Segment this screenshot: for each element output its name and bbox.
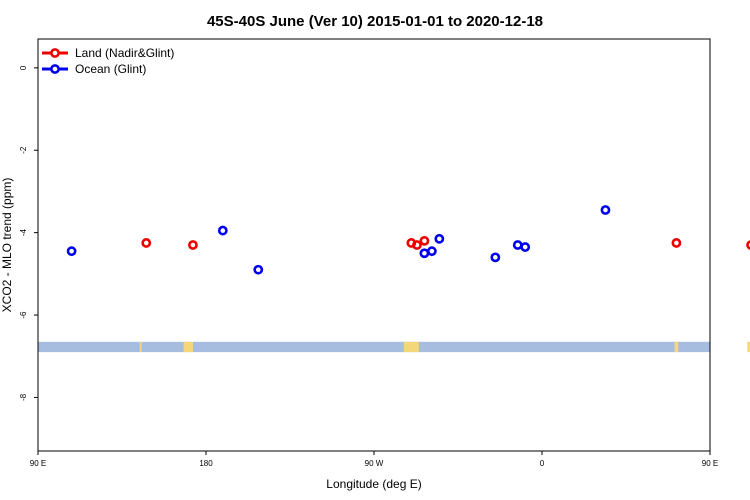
ocean-point: [66, 246, 77, 257]
ocean-point: [253, 264, 264, 275]
chart-title: 45S-40S June (Ver 10) 2015-01-01 to 2020…: [207, 13, 543, 30]
map-ocean-band: [38, 341, 710, 353]
map-land-patch: [403, 341, 419, 353]
legend-ocean-marker: [50, 64, 60, 74]
ocean-point: [490, 252, 501, 263]
y-tick-label: -4: [19, 229, 28, 237]
ocean-point: [600, 205, 611, 215]
y-tick-label: -2: [19, 146, 28, 154]
x-tick-label: 0: [540, 459, 545, 468]
data-points: [66, 205, 750, 275]
plot-frame: [37, 38, 711, 452]
ocean-point: [217, 225, 228, 236]
ocean-point: [520, 242, 531, 252]
map-strip: [38, 341, 750, 353]
y-tick-label: -8: [19, 393, 28, 401]
legend-land-marker: [50, 48, 60, 58]
map-land-patch: [183, 341, 193, 353]
land-point: [188, 240, 198, 250]
legend-land-label: Land (Nadir&Glint): [75, 46, 174, 60]
ocean-point: [434, 233, 445, 244]
ocean-point: [512, 240, 523, 250]
y-tick-label: -6: [19, 311, 28, 319]
y-axis: 0 -2 -4 -6 -8: [19, 65, 38, 401]
land-point: [412, 240, 422, 250]
land-point: [671, 238, 682, 248]
y-axis-label: XCO2 - MLO trend (ppm): [0, 178, 14, 313]
land-point: [419, 235, 430, 246]
x-tick-label: 90 E: [702, 459, 718, 468]
x-tick-label: 180: [199, 459, 213, 468]
legend-ocean-label: Ocean (Glint): [75, 62, 146, 76]
x-tick-label: 90 E: [30, 459, 46, 468]
y-tick-label: 0: [19, 65, 28, 70]
ocean-point: [419, 248, 430, 259]
x-tick-label: 90 W: [365, 459, 384, 468]
legend: Land (Nadir&Glint) Ocean (Glint): [42, 46, 174, 76]
map-land-patch: [139, 341, 142, 353]
ocean-point: [426, 246, 437, 257]
land-point: [746, 240, 750, 250]
x-axis: 90 E 180 90 W 0 90 E: [30, 451, 718, 468]
map-land-patch: [747, 341, 750, 353]
x-axis-label: Longitude (deg E): [326, 477, 421, 491]
land-point: [141, 238, 152, 248]
map-land-patch: [674, 341, 679, 353]
